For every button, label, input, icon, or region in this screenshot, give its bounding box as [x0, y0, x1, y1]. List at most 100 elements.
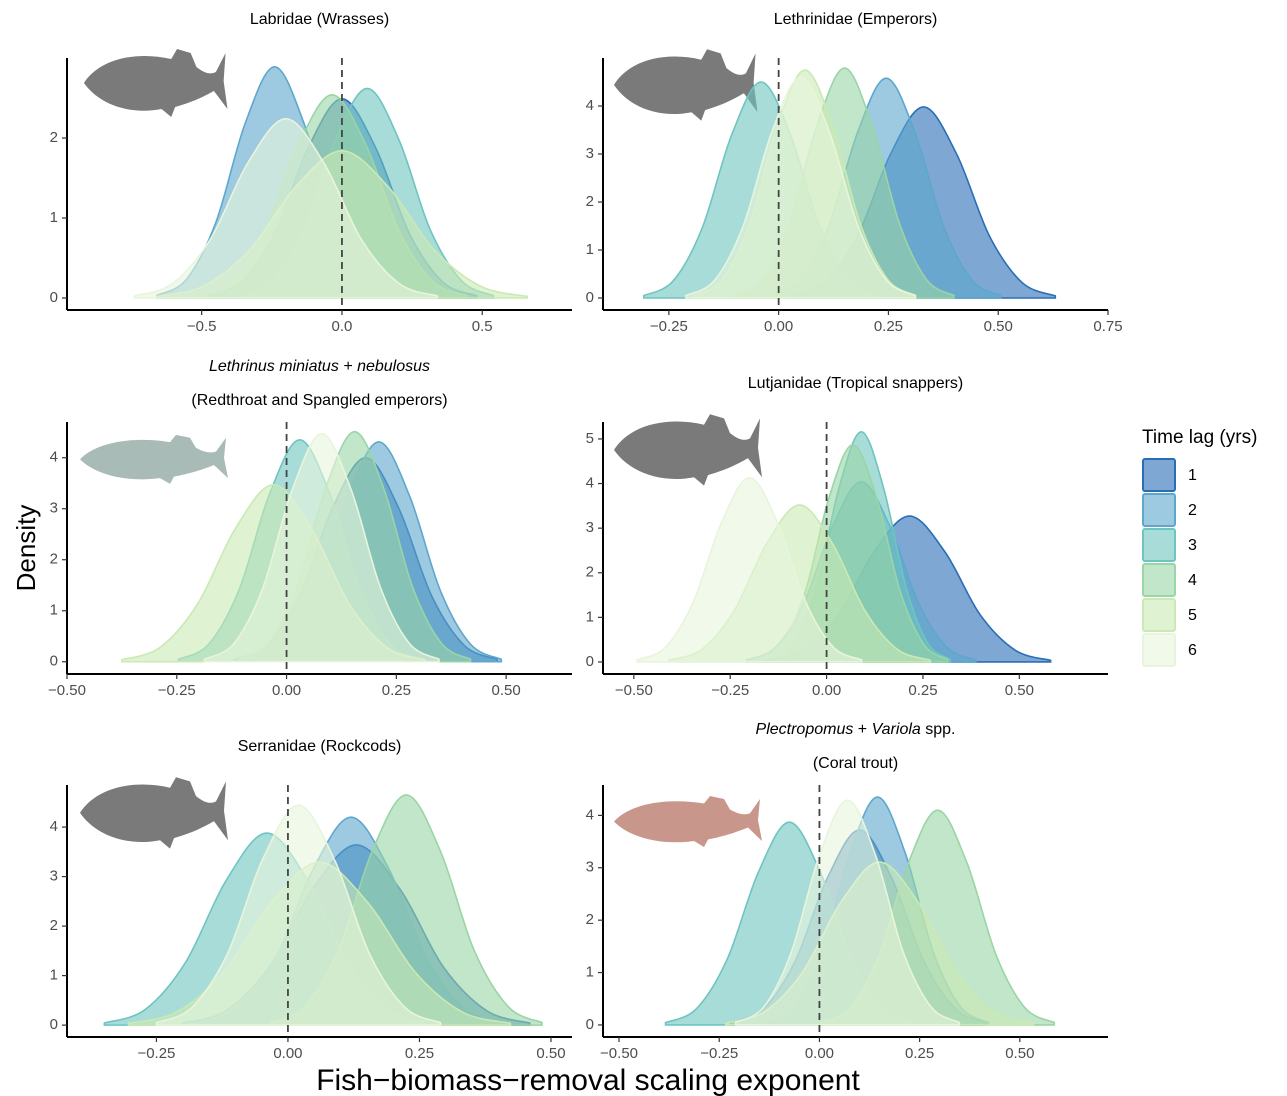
x-tick-label: 0.00 — [273, 1045, 302, 1062]
y-tick-label: 1 — [50, 209, 58, 226]
panel-title-part: spp. — [921, 721, 956, 738]
x-tick-label: 0.00 — [272, 682, 301, 699]
panel-title-part: Serranidae (Rockcods) — [238, 738, 402, 755]
x-tick-label: 0.00 — [812, 682, 841, 699]
y-tick-label: 2 — [586, 911, 594, 928]
panel-title: Labridae (Wrasses) — [250, 11, 389, 28]
panel-title-part: Lutjanidae (Tropical snappers) — [748, 375, 964, 392]
y-tick-label: 3 — [50, 868, 58, 885]
panel-title-part: (Redthroat and Spangled emperors) — [191, 392, 447, 409]
legend-key — [1142, 493, 1176, 527]
legend-key — [1142, 528, 1176, 562]
legend-key — [1142, 598, 1176, 632]
legend-label: 5 — [1188, 607, 1197, 624]
legend: 1 2 3 4 5 6 — [1142, 458, 1197, 667]
panel-title: (Coral trout) — [813, 755, 898, 772]
y-tick-label: 0 — [586, 653, 594, 670]
panel-title-part: (Coral trout) — [813, 755, 898, 772]
x-tick-label: 0.0 — [332, 318, 353, 335]
legend-label: 6 — [1188, 642, 1197, 659]
y-tick-label: 4 — [586, 806, 594, 823]
fish-icon — [80, 777, 228, 849]
x-tick-label: 0.50 — [492, 682, 521, 699]
panel-title-part: + — [853, 721, 871, 738]
panel-title-part: Variola — [872, 721, 921, 738]
y-tick-label: 0 — [586, 1016, 594, 1033]
x-tick-label: 0.25 — [905, 1045, 934, 1062]
fish-icon — [83, 49, 228, 117]
y-tick-label: 2 — [50, 129, 58, 146]
x-tick-label: 0.50 — [1005, 682, 1034, 699]
density-area — [133, 117, 439, 299]
fish-icons — [80, 49, 762, 849]
y-tick-label: 0 — [50, 289, 58, 306]
fish-icon — [614, 796, 762, 847]
x-tick-label: −0.25 — [700, 1045, 738, 1062]
fish-icon — [614, 414, 762, 486]
panel: −0.50 −0.25 0.00 0.25 0.50 0 1 2 3 4 5 Lutjanidae (… — [586, 375, 1108, 699]
legend-key — [1142, 563, 1176, 597]
y-tick-label: 4 — [50, 818, 58, 835]
panel-title: (Redthroat and Spangled emperors) — [191, 392, 447, 409]
x-tick-label: 0.00 — [805, 1045, 834, 1062]
panel: −0.25 0.00 0.25 0.50 0 1 2 3 4 Serranidae (Rockco… — [50, 738, 572, 1062]
y-tick-label: 1 — [586, 608, 594, 625]
panel-title: Plectropomus + Variola spp. — [756, 721, 956, 738]
y-tick-label: 4 — [586, 97, 594, 114]
panel-title: Serranidae (Rockcods) — [238, 738, 402, 755]
legend-key — [1142, 633, 1176, 667]
x-tick-label: 0.25 — [874, 318, 903, 335]
panel: −0.5 0.0 0.5 0 1 2 Labridae (Wrasses) — [50, 11, 572, 335]
x-tick-label: 0.25 — [405, 1045, 434, 1062]
y-tick-label: 0 — [586, 289, 594, 306]
x-tick-label: 0.75 — [1093, 318, 1122, 335]
x-axis-label: Fish−biomass−removal scaling exponent — [316, 1064, 860, 1096]
fish-icon — [613, 49, 758, 121]
y-tick-label: 2 — [50, 551, 58, 568]
x-tick-label: 0.50 — [1005, 1045, 1034, 1062]
y-tick-label: 2 — [586, 193, 594, 210]
x-tick-label: 0.50 — [536, 1045, 565, 1062]
x-tick-label: 0.5 — [472, 318, 493, 335]
panel-title-part: Plectropomus — [756, 721, 854, 738]
x-tick-label: 0.00 — [764, 318, 793, 335]
panel-title-part: Lethrinidae (Emperors) — [774, 11, 938, 28]
y-tick-label: 3 — [586, 145, 594, 162]
legend-label: 2 — [1188, 502, 1197, 519]
y-tick-label: 2 — [586, 564, 594, 581]
panel-title-part: Lethrinus miniatus + nebulosus — [209, 358, 430, 375]
x-tick-label: 0.50 — [984, 318, 1013, 335]
legend-label: 3 — [1188, 537, 1197, 554]
y-tick-label: 0 — [50, 1016, 58, 1033]
y-tick-label: 0 — [50, 653, 58, 670]
x-tick-label: 0.25 — [908, 682, 937, 699]
x-tick-label: −0.25 — [137, 1045, 175, 1062]
x-tick-label: −0.25 — [650, 318, 688, 335]
density-area — [685, 76, 917, 299]
legend-key — [1142, 458, 1176, 492]
panel: −0.50 −0.25 0.00 0.25 0.50 0 1 2 3 4 Lethrinus min… — [48, 358, 572, 699]
density-area — [203, 432, 440, 663]
x-tick-label: −0.25 — [711, 682, 749, 699]
panel: −0.50 −0.25 0.00 0.25 0.50 0 1 2 3 4 Plectropomus … — [586, 721, 1108, 1062]
panel-title-part: Labridae (Wrasses) — [250, 11, 389, 28]
x-tick-label: −0.50 — [48, 682, 86, 699]
panel: −0.25 0.00 0.25 0.50 0.75 0 1 2 3 4 Lethrinidae (E… — [586, 11, 1123, 335]
panel-title: Lutjanidae (Tropical snappers) — [748, 375, 964, 392]
y-tick-label: 1 — [586, 964, 594, 981]
y-axis-label: Density — [11, 505, 41, 592]
panel-title: Lethrinus miniatus + nebulosus — [209, 358, 430, 375]
y-tick-label: 5 — [586, 430, 594, 447]
legend-label: 4 — [1188, 572, 1197, 589]
x-tick-label: −0.5 — [187, 318, 217, 335]
y-tick-label: 1 — [50, 602, 58, 619]
y-tick-label: 2 — [50, 917, 58, 934]
y-tick-label: 3 — [50, 500, 58, 517]
density-area — [636, 476, 863, 663]
x-tick-label: −0.50 — [600, 1045, 638, 1062]
y-tick-label: 1 — [50, 967, 58, 984]
x-tick-label: 0.25 — [382, 682, 411, 699]
density-area — [734, 799, 961, 1026]
y-tick-label: 4 — [586, 475, 594, 492]
